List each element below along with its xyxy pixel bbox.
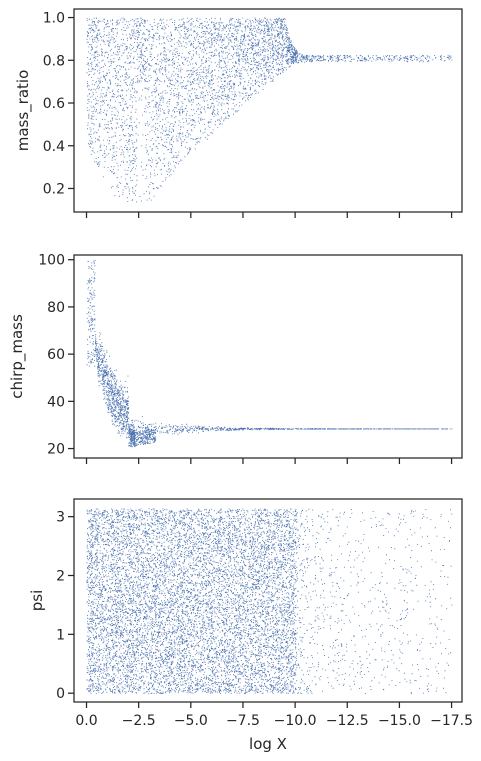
y-tick-label: 20 [47,442,65,458]
x-axis-label: log X [249,735,287,753]
y-tick-label: 0.2 [43,181,65,197]
y-tick-label: 0.6 [43,96,65,112]
scatter-point-cloud [86,508,453,695]
x-tick-label: −12.5 [326,713,369,729]
panel-mass-ratio: 0.2 0.4 0.6 0.8 1.0 mass_ratio [14,8,463,218]
x-tick-label: 0.0 [75,713,97,729]
y-tick-label: 2 [56,568,65,584]
panel-psi: 0 1 2 3 0.0 −2.5 −5.0 −7.5 −10.0 −12.5 −15.0 −17.5… [28,498,473,753]
scatter-points-chirp-mass [86,259,453,448]
x-tick-label: −5.0 [174,713,208,729]
y-ticks-mass-ratio: 0.2 0.4 0.6 0.8 1.0 [43,11,74,197]
y-axis-label-mass-ratio: mass_ratio [14,70,33,152]
y-tick-label: 1.0 [43,11,65,27]
y-tick-label: 0.4 [43,139,65,155]
y-tick-label: 100 [38,253,65,269]
x-tick-label: −10.0 [274,713,317,729]
y-tick-label: 40 [47,394,65,410]
y-tick-label: 80 [47,300,65,316]
axes-frame-mass-ratio [73,8,463,213]
x-tick-label: −2.5 [122,713,156,729]
x-ticks-mass-ratio [85,212,453,218]
y-tick-label: 1 [56,627,65,643]
x-tick-label: −17.5 [430,713,473,729]
y-tick-label: 0.8 [43,53,65,69]
x-ticks-psi: 0.0 −2.5 −5.0 −7.5 −10.0 −12.5 −15.0 −17.5 [75,702,473,729]
x-tick-label: −7.5 [226,713,260,729]
axes-frame-psi [73,498,463,703]
y-tick-label: 60 [47,347,65,363]
x-ticks-chirp-mass [85,458,453,464]
panel-chirp-mass: 20 40 60 80 100 chirp_mass [8,253,463,464]
scatter-points-psi [86,508,453,695]
x-tick-label: −15.0 [378,713,421,729]
y-axis-label-psi: psi [28,590,46,612]
axes-frame-chirp-mass [73,254,463,459]
y-tick-label: 3 [56,510,65,526]
scatter-point-cloud [86,259,453,448]
y-tick-label: 0 [56,686,65,702]
y-ticks-chirp-mass: 20 40 60 80 100 [38,253,74,458]
y-axis-label-chirp-mass: chirp_mass [8,314,27,399]
y-ticks-psi: 0 1 2 3 [56,510,74,702]
